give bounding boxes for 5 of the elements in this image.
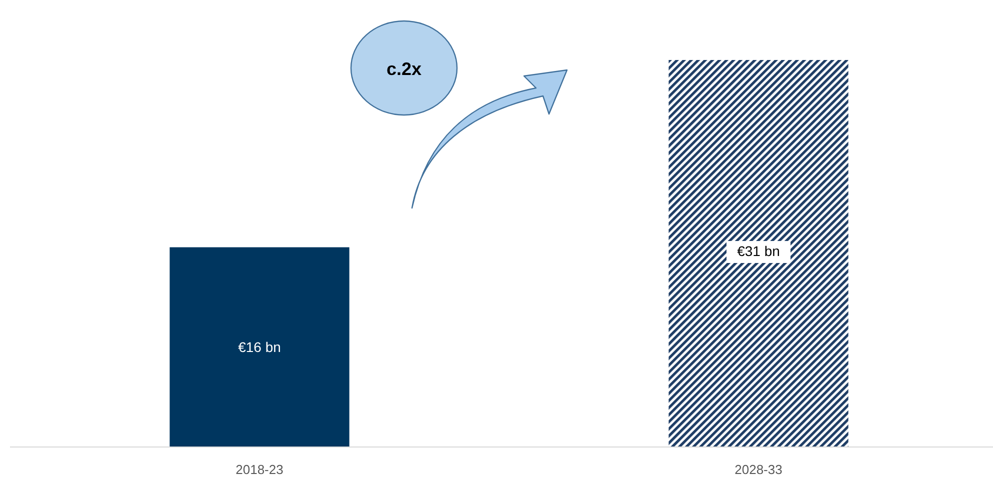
data-label: €16 bn: [238, 339, 281, 356]
x-tick-label: 2018-23: [236, 462, 284, 477]
annotation: c.2x: [386, 59, 422, 79]
data-label: €31 bn: [737, 243, 780, 259]
x-tick-label: 2028-33: [734, 462, 782, 477]
